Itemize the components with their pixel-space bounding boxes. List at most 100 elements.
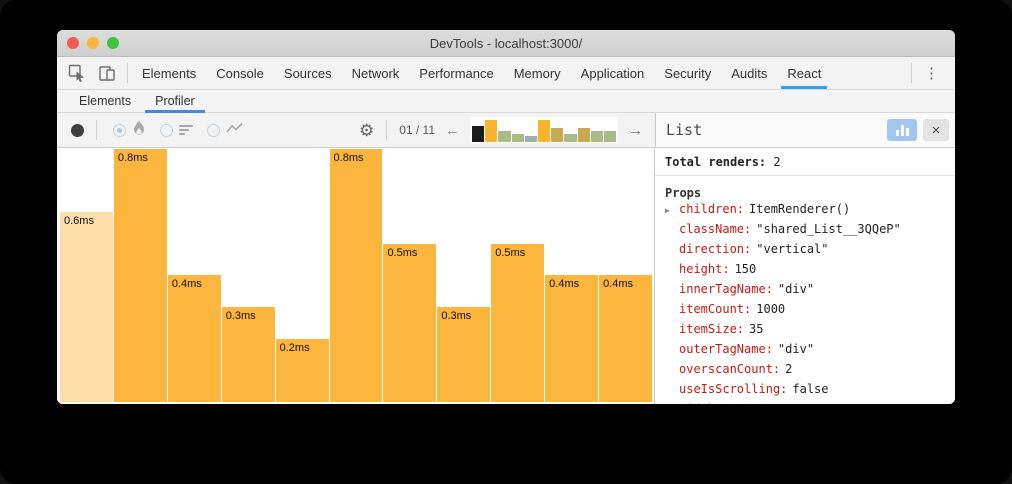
previous-snapshot-arrow-icon[interactable]: ← [445,121,460,139]
devtools-window: DevTools - localhost:3000/ [57,30,955,404]
snapshot-counter: 01 / 11 [399,123,435,137]
react-subtab-bar: Elements Profiler [57,90,955,113]
tab-audits[interactable]: Audits [731,65,768,81]
flame-icon [132,119,146,141]
bar-chart-icon [895,130,899,136]
snapshot-mini-bar[interactable] [524,136,537,142]
total-renders-value: 2 [773,155,781,169]
snapshot-mini-bar[interactable] [590,131,603,142]
props-heading: Props [665,186,702,200]
prop-value: 300 [727,402,749,404]
next-snapshot-arrow-icon[interactable]: → [628,121,643,139]
devtools-tab-bar: Elements Console Sources Network Performance… [57,57,955,90]
devtools-tabbar-right: ⋮ [907,57,955,89]
title-bar: DevTools - localhost:3000/ [57,30,955,57]
tab-network[interactable]: Network [351,65,400,81]
tab-memory[interactable]: Memory [513,65,561,81]
tab-application[interactable]: Application [580,65,645,81]
zoom-window-button[interactable] [107,37,119,49]
settings-gear-icon[interactable]: ⚙ [358,120,375,140]
record-icon[interactable] [71,123,84,137]
tab-security[interactable]: Security [664,65,712,81]
devtools-tabs: Elements Console Sources Network Performance… [132,57,831,89]
snapshot-mini-bar[interactable] [537,120,551,142]
view-option-flamegraph[interactable] [113,119,146,141]
panel-header-buttons: × [887,119,949,141]
commit-duration-label: 0.5ms [495,247,526,259]
window-controls [67,37,119,49]
prop-key: overscanCount: [679,362,781,376]
device-toolbar-icon[interactable] [95,62,119,84]
details-panel-header: List × [656,113,955,147]
expand-triangle-icon[interactable]: ▶ [665,206,670,215]
commit-bar[interactable]: 0.3ms [221,307,275,402]
subtab-profiler[interactable]: Profiler [143,90,207,113]
prop-row: outerTagName: "div" [655,342,955,362]
close-window-button[interactable] [67,37,79,49]
tab-console[interactable]: Console [216,65,264,81]
divider [386,120,388,140]
commit-bar[interactable]: 0.4ms [599,275,652,402]
minimize-window-button[interactable] [87,37,99,49]
snapshot-mini-bar[interactable] [577,128,590,142]
snapshot-navigation: ⚙ 01 / 11 ← → [359,117,655,143]
inspect-element-icon[interactable] [65,62,89,84]
prop-key: width: [679,402,722,404]
prop-key: height: [679,262,730,276]
commit-bar-chart: 0.6ms 0.8ms 0.4ms 0.3ms 0.2ms 0.8ms 0.5ms 0.3ms… [57,148,655,404]
prop-row: itemSize: 35 [655,322,955,342]
commit-duration-label: 0.4ms [549,278,580,290]
snapshot-mini-bar[interactable] [564,134,577,142]
prop-key: itemSize: [679,322,745,336]
commit-bar[interactable]: 0.6ms [60,212,113,402]
snapshot-mini-bar[interactable] [511,134,524,142]
commit-bar[interactable]: 0.5ms [383,244,437,402]
tab-performance[interactable]: Performance [419,65,494,81]
line-chart-icon [226,121,243,139]
commit-bar[interactable]: 0.2ms [275,339,329,402]
prop-value: "div" [777,342,815,356]
prop-value: 1000 [756,302,786,316]
tab-sources[interactable]: Sources [283,65,332,81]
ranked-radio[interactable] [160,123,173,137]
close-panel-button[interactable]: × [923,119,949,141]
prop-key: outerTagName: [679,342,773,356]
snapshot-mini-bar[interactable] [472,126,485,142]
commit-bar[interactable]: 0.5ms [491,244,545,402]
flamegraph-radio[interactable] [113,123,126,137]
commit-duration-label: 0.8ms [117,152,148,164]
interactions-radio[interactable] [207,123,220,137]
prop-row: height: 150 [655,262,955,282]
snapshot-mini-bar[interactable] [551,128,564,142]
divider [911,63,912,83]
commit-duration-label: 0.4ms [171,278,202,290]
commit-duration-label: 0.8ms [333,152,364,164]
commit-bar[interactable]: 0.3ms [437,307,491,402]
commit-bar[interactable]: 0.4ms [167,275,221,402]
render-chart-button[interactable] [887,119,917,141]
prop-key: innerTagName: [679,282,773,296]
commit-duration-label: 0.4ms [603,278,634,290]
view-option-interactions[interactable] [207,121,243,139]
snapshot-mini-bar[interactable] [485,120,498,142]
prop-value: "div" [777,282,815,296]
tab-react[interactable]: React [777,57,831,89]
snapshot-mini-bar[interactable] [498,131,511,142]
overflow-menu-icon[interactable]: ⋮ [924,64,939,82]
profiler-content: 0.6ms 0.8ms 0.4ms 0.3ms 0.2ms 0.8ms 0.5ms 0.3ms… [57,148,955,404]
view-option-ranked[interactable] [160,123,193,137]
prop-key: direction: [679,242,752,256]
subtab-elements[interactable]: Elements [79,94,132,108]
snapshot-mini-bar[interactable] [603,131,617,142]
divider [127,63,128,83]
prop-row: useIsScrolling: false [655,382,955,402]
prop-row[interactable]: ▶ children: ItemRenderer() [655,202,955,222]
prop-row: overscanCount: 2 [655,362,955,382]
prop-value: 2 [785,362,793,376]
commit-bar[interactable]: 0.8ms [329,149,383,402]
commit-bar[interactable]: 0.4ms [545,275,599,402]
commit-bar[interactable]: 0.8ms [113,149,167,402]
commit-duration-label: 0.2ms [279,342,310,354]
tab-elements[interactable]: Elements [142,65,197,81]
